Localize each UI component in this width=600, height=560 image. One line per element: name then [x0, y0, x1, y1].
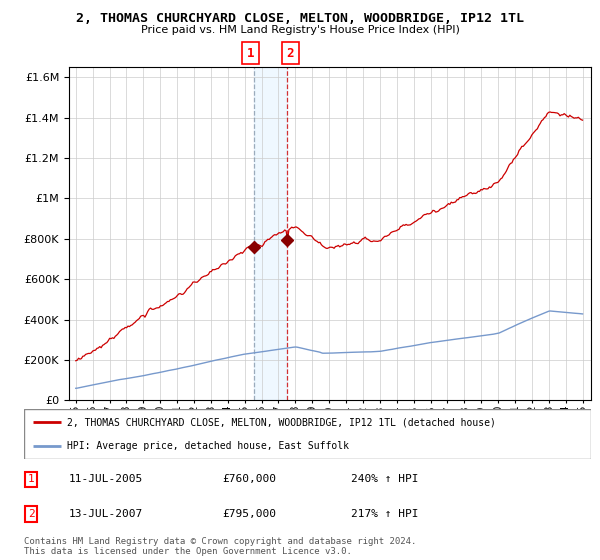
Text: 2, THOMAS CHURCHYARD CLOSE, MELTON, WOODBRIDGE, IP12 1TL (detached house): 2, THOMAS CHURCHYARD CLOSE, MELTON, WOOD… — [67, 417, 496, 427]
Text: 240% ↑ HPI: 240% ↑ HPI — [351, 474, 419, 484]
Text: 13-JUL-2007: 13-JUL-2007 — [69, 509, 143, 519]
Text: 2, THOMAS CHURCHYARD CLOSE, MELTON, WOODBRIDGE, IP12 1TL: 2, THOMAS CHURCHYARD CLOSE, MELTON, WOOD… — [76, 12, 524, 25]
Text: 1: 1 — [28, 474, 35, 484]
Text: HPI: Average price, detached house, East Suffolk: HPI: Average price, detached house, East… — [67, 441, 349, 451]
FancyBboxPatch shape — [24, 409, 591, 459]
Text: Contains HM Land Registry data © Crown copyright and database right 2024.
This d: Contains HM Land Registry data © Crown c… — [24, 537, 416, 557]
Text: 1: 1 — [247, 46, 254, 60]
Text: Price paid vs. HM Land Registry's House Price Index (HPI): Price paid vs. HM Land Registry's House … — [140, 25, 460, 35]
Text: £760,000: £760,000 — [222, 474, 276, 484]
Text: 217% ↑ HPI: 217% ↑ HPI — [351, 509, 419, 519]
Text: £795,000: £795,000 — [222, 509, 276, 519]
Text: 2: 2 — [287, 46, 294, 60]
Text: 11-JUL-2005: 11-JUL-2005 — [69, 474, 143, 484]
Bar — [254, 67, 287, 400]
Text: 2: 2 — [28, 509, 35, 519]
